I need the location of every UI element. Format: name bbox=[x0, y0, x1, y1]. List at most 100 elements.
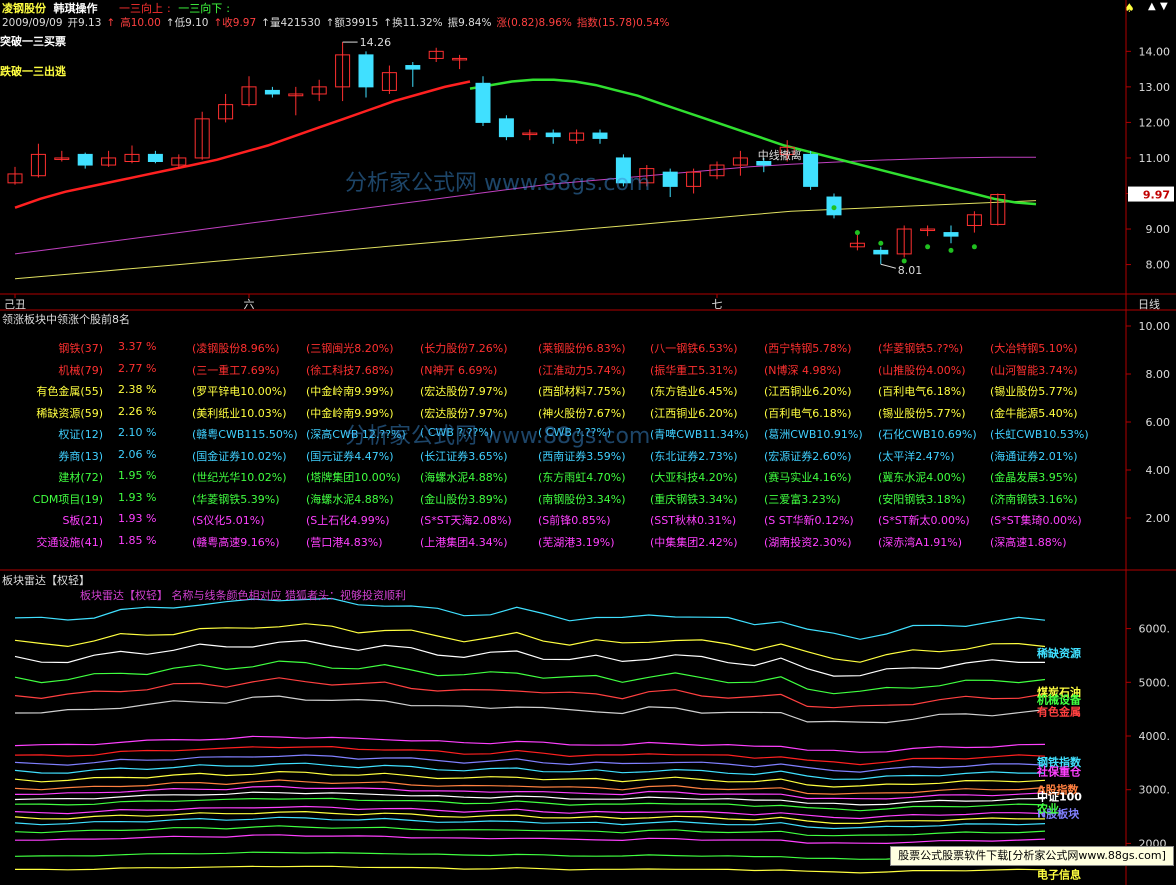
leading-stock[interactable]: (华菱钢铁5.39%) bbox=[192, 492, 280, 506]
sector-line bbox=[14, 785, 1046, 800]
sector-label: 社保重仓 bbox=[1036, 764, 1082, 778]
leading-stock[interactable]: (长江证券3.65%) bbox=[420, 449, 508, 463]
sector-label: 煤炭石油 bbox=[1037, 685, 1081, 699]
down-arrow-icon[interactable]: ▼ bbox=[1160, 1, 1168, 12]
leading-stock[interactable]: (百利电气6.18%) bbox=[878, 385, 966, 398]
leading-stock[interactable]: (江西铜业6.20%) bbox=[650, 406, 738, 420]
leading-stock[interactable]: (S*ST集琦0.00%) bbox=[990, 514, 1082, 527]
leading-stock[interactable]: (冀东水泥4.00%) bbox=[878, 471, 966, 484]
leading-stock[interactable]: (金山股份3.89%) bbox=[420, 492, 508, 506]
leading-stock[interactable]: (金牛能源5.40%) bbox=[990, 406, 1078, 420]
leading-stock[interactable]: (西部材料7.75%) bbox=[538, 385, 626, 398]
leading-stock[interactable]: (上港集团4.34%) bbox=[420, 535, 508, 549]
leading-stock[interactable]: (长力股份7.26%) bbox=[420, 342, 508, 355]
leading-stock[interactable]: (江西铜业6.20%) bbox=[764, 385, 852, 398]
leading-stock[interactable]: (芜湖港3.19%) bbox=[538, 535, 615, 549]
leading-stock[interactable]: (重庆钢铁3.34%) bbox=[650, 492, 738, 506]
leading-stock[interactable]: (三一重工7.69%) bbox=[192, 363, 280, 377]
leading-stock[interactable]: (营口港4.83%) bbox=[306, 535, 383, 549]
leading-stock[interactable]: (中集集团2.42%) bbox=[650, 535, 738, 549]
leading-stock[interactable]: (东北证券2.73%) bbox=[650, 449, 738, 463]
leading-stock[interactable]: (三爱富3.23%) bbox=[764, 492, 841, 506]
y-tick-label: 4000. bbox=[1139, 730, 1171, 743]
leading-stock[interactable]: (赣粤CWB115.50%) bbox=[192, 428, 298, 441]
leading-stock[interactable]: (西南证券3.59%) bbox=[538, 449, 626, 463]
kline-chart[interactable]: 14.0013.0012.0011.0010.009.008.00己丑六七日线1… bbox=[0, 0, 1176, 311]
leading-stock[interactable]: (宏达股份7.97%) bbox=[420, 406, 508, 420]
footer-banner[interactable]: 股票公式股票软件下载[分析家公式网www.88gs.com] bbox=[890, 846, 1174, 866]
leading-stock[interactable]: (大亚科技4.20%) bbox=[650, 471, 738, 484]
leading-stock[interactable]: (山河智能3.74%) bbox=[990, 363, 1078, 377]
leading-stock[interactable]: (青啤CWB11.34%) bbox=[650, 428, 749, 441]
signal-up-legend: 一三向上 bbox=[119, 2, 163, 15]
leading-stock[interactable]: (太平洋2.47%) bbox=[878, 449, 955, 463]
leading-stock[interactable]: (神火股份7.67%) bbox=[538, 406, 626, 420]
leading-stock[interactable]: (金晶发展3.95%) bbox=[990, 471, 1078, 484]
board-name: 建材(72) bbox=[58, 471, 103, 484]
leading-stock[interactable]: (N博深 4.98%) bbox=[764, 363, 842, 377]
leading-stock[interactable]: (莱钢股份6.83%) bbox=[538, 342, 626, 355]
leading-stock[interactable]: (南钢股份3.34%) bbox=[538, 492, 626, 506]
leading-stock[interactable]: (S*ST新太0.00%) bbox=[878, 514, 970, 527]
leading-stock[interactable]: (八一钢铁6.53%) bbox=[650, 342, 738, 355]
leading-stock[interactable]: (长虹CWB10.53%) bbox=[990, 428, 1089, 441]
leading-stock[interactable]: (锡业股份5.77%) bbox=[990, 385, 1078, 398]
leading-stock[interactable]: (振华重工5.31%) bbox=[650, 363, 738, 377]
leading-stock[interactable]: (中金岭南9.99%) bbox=[306, 406, 394, 420]
up-arrow-icon[interactable]: ▲ bbox=[1148, 1, 1156, 12]
leading-stock[interactable]: (S前锋0.85%) bbox=[538, 514, 611, 527]
stock-name[interactable]: 凌钢股份 bbox=[2, 2, 46, 15]
leading-stock[interactable]: (宏源证券2.60%) bbox=[764, 449, 852, 463]
leading-stock[interactable]: (S ST华新0.12%) bbox=[764, 514, 854, 527]
leading-stock[interactable]: (国元证券4.47%) bbox=[306, 449, 394, 463]
leading-stock[interactable]: (SST秋林0.31%) bbox=[650, 514, 737, 527]
leading-stock[interactable]: (海螺水泥4.88%) bbox=[306, 492, 394, 506]
leading-stock[interactable]: (塔牌集团10.00%) bbox=[306, 471, 401, 484]
leading-stock[interactable]: (世纪光华10.02%) bbox=[192, 471, 287, 484]
leading-stock[interactable]: (S仪化5.01%) bbox=[192, 514, 265, 527]
leading-stock[interactable]: (西宁特钢5.78%) bbox=[764, 342, 852, 355]
sector-line bbox=[14, 805, 1046, 820]
leading-stock[interactable]: (湖南投资2.30%) bbox=[764, 535, 852, 549]
sector-radar-chart[interactable]: 6000.5000.4000.3000.2000.稀缺资源煤炭石油机械设备有色金… bbox=[0, 571, 1176, 885]
leading-stock[interactable]: (凌钢股份8.96%) bbox=[192, 342, 280, 355]
leading-stock[interactable]: (徐工科技7.68%) bbox=[306, 363, 394, 377]
leading-stock[interactable]: (中金岭南9.99%) bbox=[306, 385, 394, 398]
leading-stock[interactable]: (济南钢铁3.16%) bbox=[990, 492, 1078, 506]
leading-stock[interactable]: (大冶特钢5.10%) bbox=[990, 342, 1078, 355]
leading-stock[interactable]: (深赤湾A1.91%) bbox=[878, 535, 963, 549]
leading-stock[interactable]: (S上石化4.99%) bbox=[306, 514, 390, 527]
leading-stock[interactable]: (华菱钢铁5.??%) bbox=[878, 342, 964, 355]
leading-stock[interactable]: (S*ST天海2.08%) bbox=[420, 514, 512, 527]
last-price-tag bbox=[1128, 186, 1174, 202]
leading-stock[interactable]: ( CWB ?.??%) bbox=[420, 426, 494, 439]
leading-stock[interactable]: (江淮动力5.74%) bbox=[538, 363, 626, 377]
leading-stock[interactable]: (赣粤高速9.16%) bbox=[192, 535, 280, 549]
leading-stock[interactable]: (宏达股份7.97%) bbox=[420, 385, 508, 398]
leading-stock[interactable]: (深高速1.88%) bbox=[990, 535, 1067, 549]
chart-header: 凌钢股份 韩琪操作 一三向上: 一三向下: bbox=[2, 2, 230, 15]
leading-stock[interactable]: (石化CWB10.69%) bbox=[878, 428, 977, 441]
candle-body bbox=[452, 57, 468, 61]
leading-stock[interactable]: (安阳钢铁3.18%) bbox=[878, 492, 966, 506]
leading-stock[interactable]: (山推股份4.00%) bbox=[878, 363, 966, 377]
board-ranking-panel: 10.00 8.00 6.00 4.00 2.00 bbox=[0, 311, 1176, 571]
leading-stock[interactable]: (美利纸业10.03%) bbox=[192, 406, 287, 420]
leading-stock[interactable]: (海螺水泥4.88%) bbox=[420, 471, 508, 484]
leading-stock[interactable]: (葛洲CWB10.91%) bbox=[764, 428, 863, 441]
leading-stock[interactable]: (赛马实业4.16%) bbox=[764, 471, 852, 484]
leading-stock[interactable]: (东方锆业6.45%) bbox=[650, 385, 738, 398]
settings-icon[interactable]: ♠ bbox=[1124, 1, 1135, 15]
leading-stock[interactable]: (海通证券2.01%) bbox=[990, 449, 1078, 463]
leading-stock[interactable]: (东方雨虹4.70%) bbox=[538, 471, 626, 484]
leading-stock[interactable]: (深高CWB 12.??%) bbox=[306, 428, 406, 441]
leading-stock[interactable]: (锡业股份5.77%) bbox=[878, 406, 966, 420]
leading-stock[interactable]: (百利电气6.18%) bbox=[764, 406, 852, 420]
quote-stat: ↑低9.10 bbox=[165, 17, 209, 29]
leading-stock[interactable]: (N神开 6.69%) bbox=[420, 363, 498, 377]
leading-stock[interactable]: (罗平锌电10.00%) bbox=[192, 385, 287, 398]
leading-stock[interactable]: (国金证券10.02%) bbox=[192, 449, 287, 463]
sector-line bbox=[14, 597, 1046, 640]
leading-stock[interactable]: ( CWB ?.??%) bbox=[538, 426, 612, 439]
leading-stock[interactable]: (三钢闽光8.20%) bbox=[306, 342, 394, 355]
